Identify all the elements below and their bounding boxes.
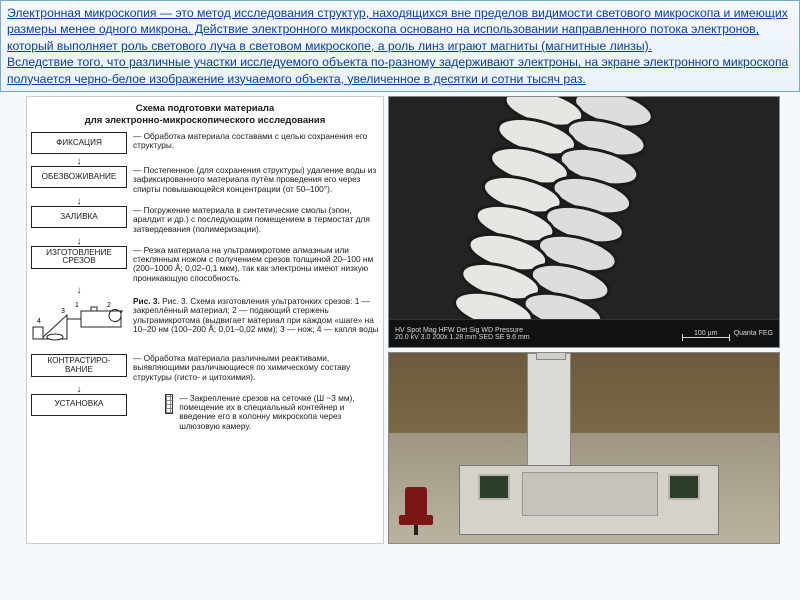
step-desc: — Обработка материала составами с целью …	[127, 132, 379, 151]
helix-structure-icon	[389, 97, 779, 348]
step-row: КОНТРАСТИРО- ВАНИЕ — Обработка материала…	[31, 354, 379, 382]
arrow-icon: ↓	[31, 157, 127, 166]
step-row: ИЗГОТОВЛЕНИЕ СРЕЗОВ — Резка материала на…	[31, 246, 379, 283]
arrow-icon: ↓	[31, 286, 127, 295]
figure-caption: Рис. 3. Рис. 3. Схема изготовления ультр…	[127, 297, 379, 334]
arrow-icon: ↓	[31, 385, 127, 394]
infobar-values: 20.0 kV 3.0 200x 1.28 mm SED SE 9.6 mm	[395, 334, 530, 341]
microscope-console-icon	[459, 465, 719, 535]
diagram-title: Схема подготовки материала для электронн…	[31, 103, 379, 126]
infobar-params: HV Spot Mag HFW Det Sig WD Pressure 20.0…	[395, 327, 530, 341]
arrow-icon: ↓	[31, 237, 127, 246]
preparation-diagram: Схема подготовки материала для электронн…	[26, 96, 384, 544]
step-box-contrasting: КОНТРАСТИРО- ВАНИЕ	[31, 354, 127, 377]
figure-caption-text: Рис. 3. Схема изготовления ультратонких …	[133, 296, 379, 334]
electron-micrograph: HV Spot Mag HFW Det Sig WD Pressure 20.0…	[388, 96, 780, 348]
chair-icon	[395, 487, 439, 541]
control-panel-icon	[522, 472, 658, 516]
step-desc: — Погружение материала в синтетические с…	[127, 206, 379, 234]
figure-row: 4 3 1 2 Рис. 3. Рис. 3. Схема изготовлен…	[31, 297, 379, 351]
step-desc: — Постепенное (для сохранения структуры)…	[127, 166, 379, 194]
scale-label: 100 µm	[682, 330, 730, 337]
ultramicrotome-schematic-icon: 4 3 1 2	[31, 297, 127, 351]
step-row: ФИКСАЦИЯ — Обработка материала составами…	[31, 132, 379, 154]
instrument-brand: Quanta FEG	[734, 330, 773, 337]
step-box-mounting: УСТАНОВКА	[31, 394, 127, 416]
content-area: Схема подготовки материала для электронн…	[0, 92, 800, 544]
scale-bar: 100 µm Quanta FEG	[682, 330, 773, 338]
step-box-fixation: ФИКСАЦИЯ	[31, 132, 127, 154]
monitor-icon	[668, 474, 700, 500]
step-box-sectioning: ИЗГОТОВЛЕНИЕ СРЕЗОВ	[31, 246, 127, 269]
infobar-headers: HV Spot Mag HFW Det Sig WD Pressure	[395, 327, 530, 334]
svg-text:2: 2	[107, 302, 111, 309]
grid-icon	[165, 394, 173, 414]
micrograph-infobar: HV Spot Mag HFW Det Sig WD Pressure 20.0…	[389, 319, 779, 347]
right-column: HV Spot Mag HFW Det Sig WD Pressure 20.0…	[388, 96, 780, 544]
step-row: ОБЕЗВОЖИВАНИЕ — Постепенное (для сохране…	[31, 166, 379, 194]
scale-line-icon	[682, 337, 730, 338]
microscope-column-icon	[527, 353, 571, 473]
step-desc: — Закрепление срезов на сеточке (Ш ~3 мм…	[177, 394, 379, 431]
step-row: УСТАНОВКА — Закрепление срезов на сеточк…	[31, 394, 379, 431]
step-box-embedding: ЗАЛИВКА	[31, 206, 127, 228]
step-box-dehydration: ОБЕЗВОЖИВАНИЕ	[31, 166, 127, 188]
svg-text:1: 1	[75, 302, 79, 309]
svg-text:3: 3	[61, 308, 65, 315]
arrow-icon: ↓	[31, 197, 127, 206]
step-desc: — Резка материала на ультрамикротоме алм…	[127, 246, 379, 283]
monitor-icon	[478, 474, 510, 500]
svg-text:4: 4	[37, 318, 41, 325]
intro-paragraph: Электронная микроскопия — это метод иссл…	[0, 0, 800, 92]
step-desc: — Обработка материала различными реактив…	[127, 354, 379, 382]
microscope-lab-photo	[388, 352, 780, 544]
step-row: ЗАЛИВКА — Погружение материала в синтети…	[31, 206, 379, 234]
